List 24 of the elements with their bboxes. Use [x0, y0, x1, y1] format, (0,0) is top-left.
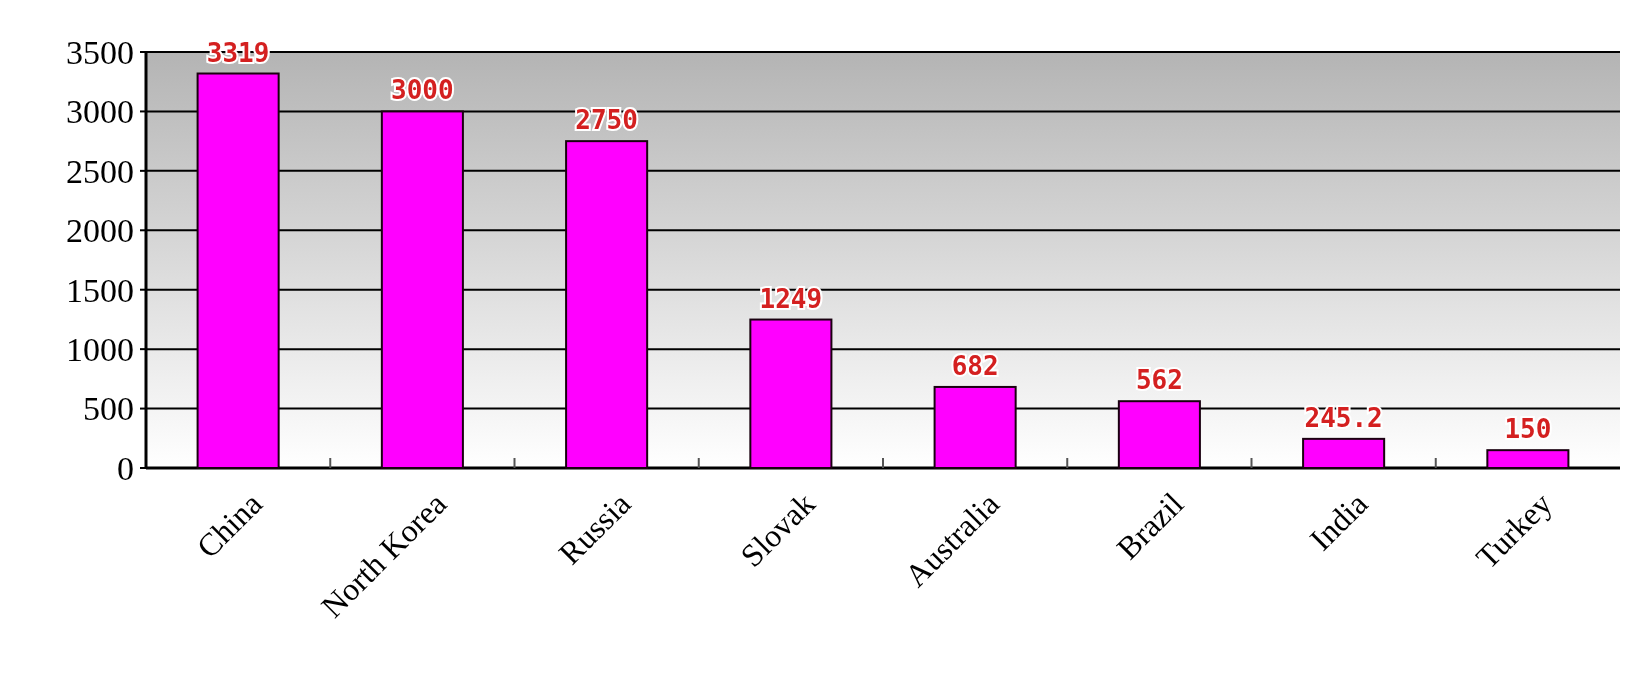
bar — [1486, 449, 1570, 469]
data-label: 1249 — [759, 283, 823, 314]
y-tick-label: 2500 — [66, 152, 134, 190]
y-tick-label: 3500 — [66, 33, 134, 71]
data-label: 3000 — [391, 75, 454, 106]
y-tick-label: 1000 — [66, 331, 134, 369]
bar — [1117, 400, 1201, 469]
bar — [1302, 437, 1386, 469]
data-label: 150 — [1504, 414, 1552, 445]
y-tick-label: 2000 — [66, 212, 134, 250]
data-label: 2750 — [575, 105, 638, 136]
bar — [933, 385, 1017, 469]
y-tick-label: 1500 — [66, 271, 134, 309]
y-tick-label: 500 — [83, 390, 134, 428]
bar — [380, 110, 464, 469]
x-tick-label: India — [1302, 485, 1375, 558]
data-label: 562 — [1135, 365, 1183, 396]
data-label: 682 — [951, 350, 999, 381]
bar — [565, 140, 649, 469]
y-tick-label: 3000 — [66, 93, 134, 131]
y-tick-label: 0 — [117, 449, 134, 487]
bar — [196, 72, 280, 469]
bar — [749, 318, 833, 469]
data-label: 245.2 — [1304, 402, 1383, 433]
